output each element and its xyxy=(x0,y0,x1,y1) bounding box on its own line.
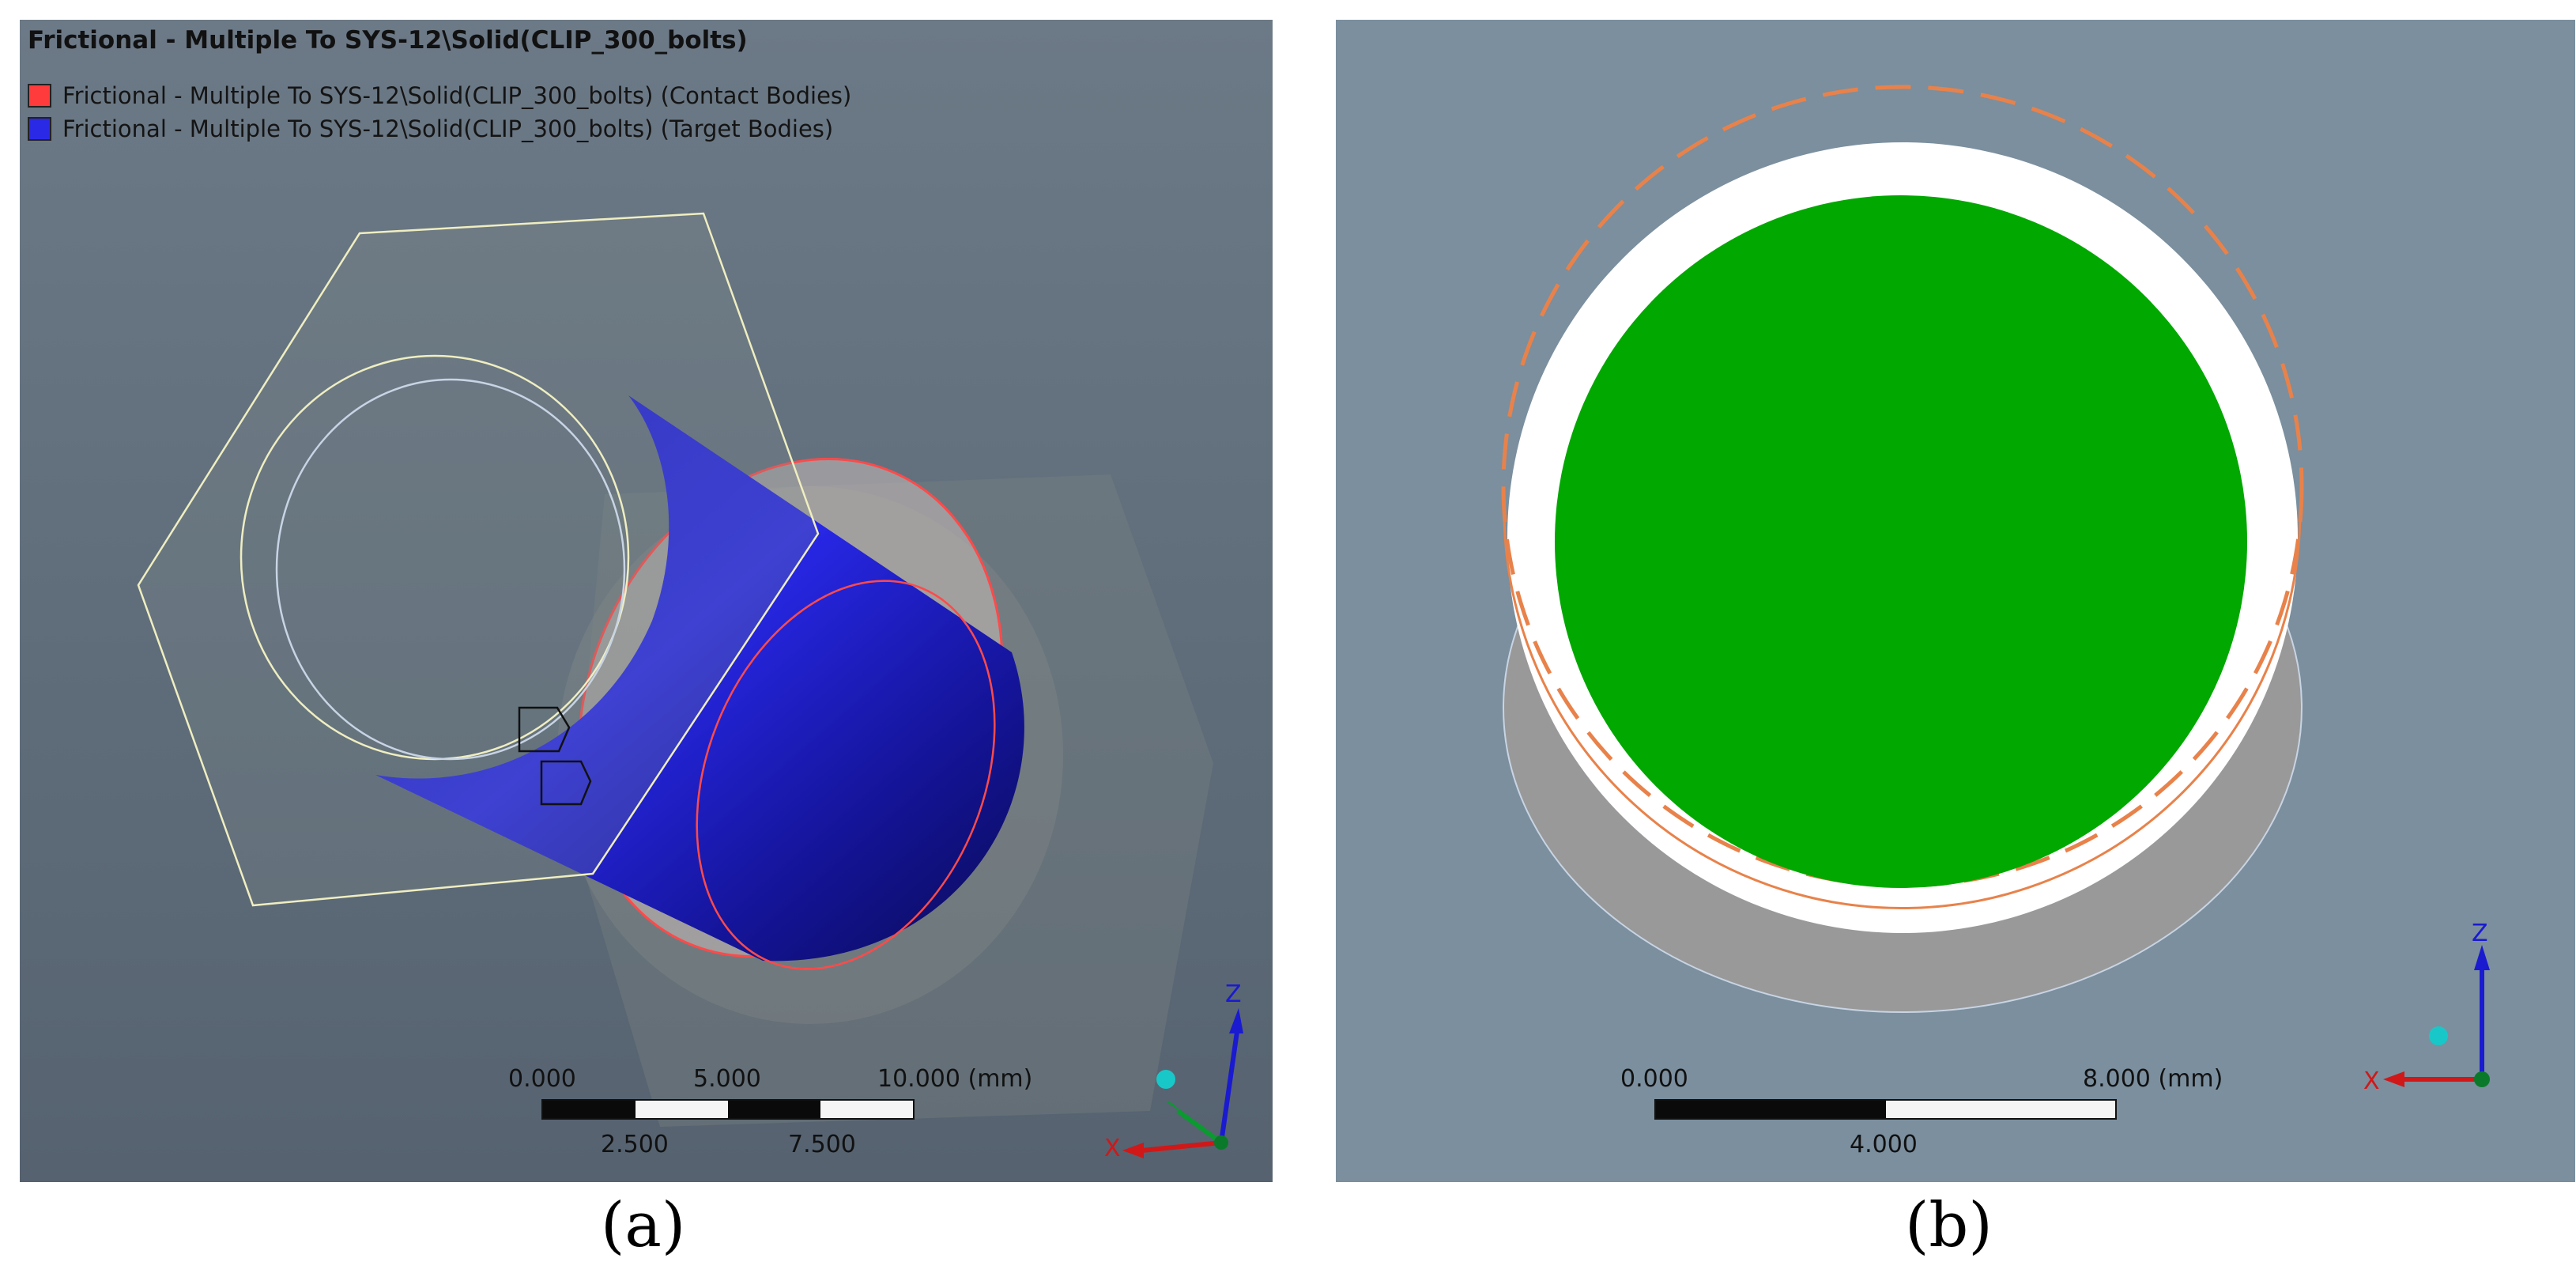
axis-b-x-label: X xyxy=(2363,1067,2380,1095)
hole-rim-arc-shape xyxy=(1503,509,2302,909)
bolt-cylinder-shape xyxy=(375,395,1024,962)
legend-target-label: Frictional - Multiple To SYS-12\Solid(CL… xyxy=(62,115,834,142)
marker-lower-shape xyxy=(540,760,592,806)
axis-triad-a-icon[interactable] xyxy=(1103,984,1261,1166)
legend-contact-row: Frictional - Multiple To SYS-12\Solid(CL… xyxy=(28,81,851,110)
scale-a-label-5: 5.000 xyxy=(693,1065,761,1093)
scale-bar-b xyxy=(1654,1099,2117,1120)
caption-a: (a) xyxy=(601,1190,686,1261)
scale-a-label-0: 0.000 xyxy=(508,1065,576,1093)
legend-contact-swatch xyxy=(28,84,51,108)
caption-b: (b) xyxy=(1905,1190,1993,1261)
dashed-circle-shape xyxy=(1501,85,2304,888)
axis-triad-b-icon[interactable] xyxy=(2363,921,2537,1103)
viewport-a[interactable]: Frictional - Multiple To SYS-12\Solid(CL… xyxy=(20,20,1273,1182)
viewport-b[interactable]: 0.000 8.000 (mm) 4.000 Z X xyxy=(1336,20,2575,1182)
axis-a-z-label: Z xyxy=(1225,980,1242,1008)
legend-target-row: Frictional - Multiple To SYS-12\Solid(CL… xyxy=(28,115,833,143)
panel-a-title: Frictional - Multiple To SYS-12\Solid(CL… xyxy=(28,26,748,55)
marker-upper-shape xyxy=(518,706,571,753)
bolt-end-face-shape xyxy=(696,580,996,970)
scale-a-label-7500: 7.500 xyxy=(788,1131,856,1158)
scale-a-label-2500: 2.500 xyxy=(601,1131,669,1158)
bore-inner-shape xyxy=(275,378,626,761)
axis-a-x-label: X xyxy=(1104,1135,1121,1162)
legend-target-swatch xyxy=(28,117,51,141)
scale-b-label-4: 4.000 xyxy=(1850,1131,1918,1158)
green-disk-shape xyxy=(1555,195,2247,888)
hex-nut-outline xyxy=(137,212,820,907)
axis-b-z-label: Z xyxy=(2472,920,2488,947)
scale-b-label-0: 0.000 xyxy=(1620,1065,1688,1093)
legend-contact-label: Frictional - Multiple To SYS-12\Solid(CL… xyxy=(62,82,852,109)
scale-bar-a xyxy=(541,1099,915,1120)
bolt-contact-scene xyxy=(137,212,1213,1127)
contact-disk-scene xyxy=(1501,85,2304,1013)
scale-b-label-8: 8.000 (mm) xyxy=(2083,1065,2223,1093)
scale-a-label-10: 10.000 (mm) xyxy=(877,1065,1033,1093)
